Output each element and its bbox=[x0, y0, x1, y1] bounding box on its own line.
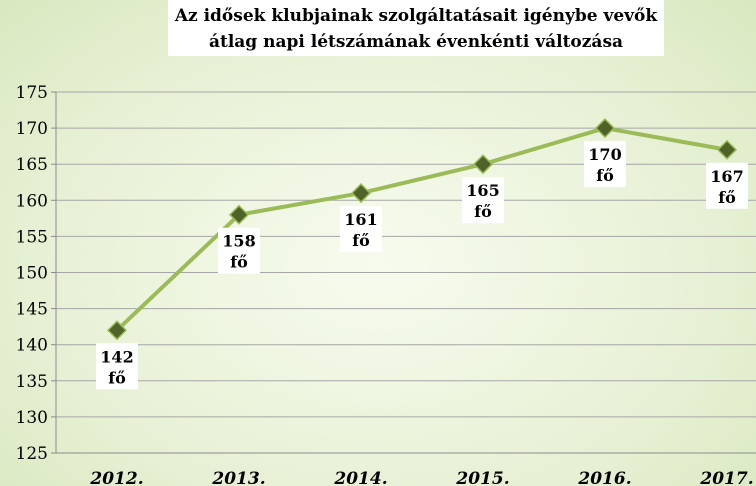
data-label-box-2 bbox=[340, 206, 382, 253]
chart-title-line-2: átlag napi létszámának évenkénti változá… bbox=[209, 32, 623, 52]
y-tick-label-165: 165 bbox=[16, 155, 48, 175]
data-label-value-5: 167 bbox=[710, 167, 743, 186]
y-tick-label-170: 170 bbox=[16, 119, 48, 139]
data-label-unit-1: fő bbox=[230, 253, 248, 272]
data-point-2 bbox=[350, 183, 372, 204]
series-line-0 bbox=[115, 126, 728, 332]
data-point-1 bbox=[228, 204, 250, 225]
x-axis-ticks: 2012. 2013. 2014. 2015. 2016. 2017. bbox=[89, 469, 753, 486]
data-point-5 bbox=[716, 139, 738, 160]
data-label-value-2: 161 bbox=[344, 210, 377, 229]
y-tick-label-150: 150 bbox=[16, 264, 48, 284]
data-label-box-3 bbox=[462, 177, 504, 224]
y-tick-label-155: 155 bbox=[16, 227, 48, 247]
gridlines bbox=[56, 91, 756, 418]
y-tick-label-140: 140 bbox=[16, 336, 48, 356]
data-label-box-5 bbox=[706, 162, 748, 209]
data-label-value-1: 158 bbox=[222, 232, 255, 251]
y-tick-label-130: 130 bbox=[16, 408, 48, 428]
chart-title: Az idősek klubjainak szolgáltatásait igé… bbox=[168, 0, 664, 56]
data-label-unit-4: fő bbox=[596, 166, 614, 185]
data-point-0 bbox=[106, 320, 128, 341]
data-labels: 142 fő 158 fő 161 fő 165 fő 170 fő 167 fő bbox=[96, 141, 748, 390]
data-label-unit-5: fő bbox=[718, 188, 736, 207]
x-tick-label-0: 2012. bbox=[89, 469, 143, 486]
data-label-box-4 bbox=[584, 141, 626, 188]
data-series bbox=[106, 118, 738, 341]
y-tick-label-175: 175 bbox=[16, 83, 48, 103]
chart-title-line-1: Az idősek klubjainak szolgáltatásait igé… bbox=[174, 6, 659, 26]
x-tick-label-5: 2017. bbox=[699, 469, 753, 486]
data-label-unit-2: fő bbox=[352, 231, 370, 250]
y-axis-ticks: 125 130 135 140 145 150 155 160 165 170 175 bbox=[16, 83, 56, 464]
data-label-box-1 bbox=[218, 227, 260, 274]
x-tick-label-1: 2013. bbox=[211, 469, 265, 486]
data-label-unit-0: fő bbox=[108, 368, 126, 387]
data-label-value-3: 165 bbox=[466, 181, 499, 200]
chart-title-box bbox=[168, 0, 664, 56]
y-tick-label-145: 145 bbox=[16, 300, 48, 320]
x-tick-label-4: 2016. bbox=[577, 469, 631, 486]
y-tick-label-125: 125 bbox=[16, 444, 48, 464]
data-label-value-4: 170 bbox=[588, 145, 621, 164]
data-label-box-0 bbox=[96, 343, 138, 390]
data-label-value-0: 142 bbox=[100, 347, 133, 366]
x-tick-label-2: 2014. bbox=[333, 469, 387, 486]
y-tick-label-160: 160 bbox=[16, 191, 48, 211]
x-tick-label-3: 2015. bbox=[455, 469, 509, 486]
data-point-3 bbox=[472, 154, 494, 175]
y-tick-label-135: 135 bbox=[16, 372, 48, 392]
data-label-unit-3: fő bbox=[474, 202, 492, 221]
data-point-4 bbox=[594, 118, 616, 139]
